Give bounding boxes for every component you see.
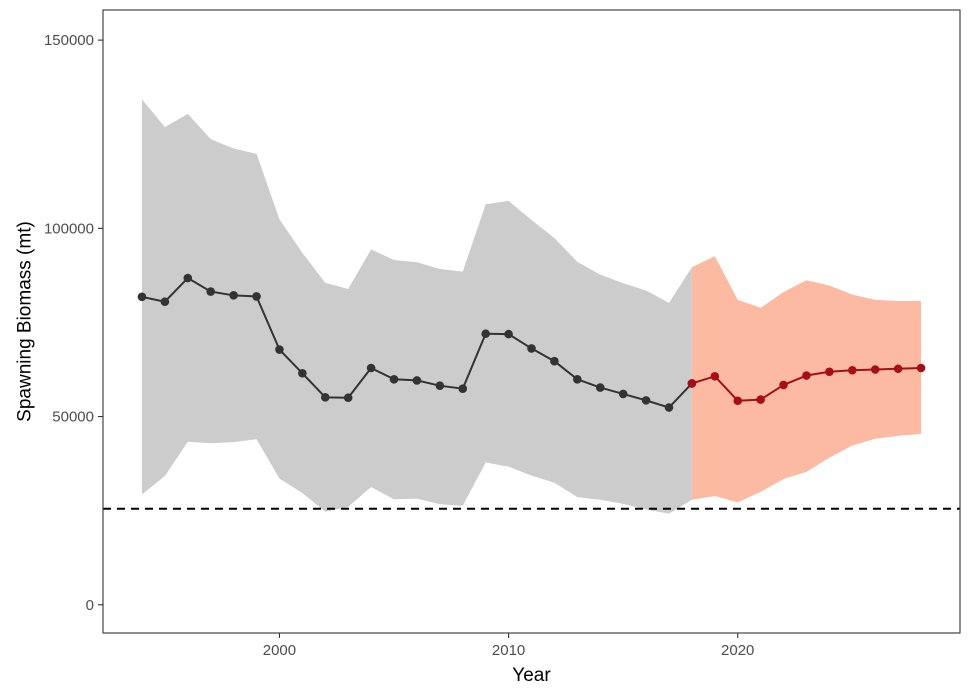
projection-point — [710, 371, 720, 381]
projection-point — [848, 365, 857, 375]
y-axis: 0 50000 100000 150000 — [44, 32, 103, 614]
historical-point — [618, 389, 628, 399]
historical-point — [366, 363, 376, 373]
projection-point — [893, 364, 903, 374]
historical-point — [481, 329, 490, 339]
historical-point — [137, 292, 147, 302]
historical-point — [320, 393, 330, 402]
confidence-bands — [141, 99, 922, 514]
historical-point — [504, 329, 513, 339]
projection-point — [733, 396, 743, 406]
projection-point — [802, 371, 811, 380]
projection-point — [756, 395, 765, 404]
y-tick-label: 150000 — [44, 32, 94, 49]
y-tick-label: 0 — [86, 597, 94, 614]
projection-point — [779, 380, 788, 390]
plot-panel-border — [102, 9, 961, 634]
historical-point — [595, 383, 605, 392]
historical-point — [183, 273, 193, 283]
historical-point — [229, 291, 238, 300]
x-axis-title: Year — [512, 665, 551, 686]
x-tick-label: 2020 — [721, 642, 754, 659]
historical-point — [160, 297, 170, 307]
y-tick-label: 100000 — [44, 220, 94, 237]
historical-confidence-band — [141, 99, 692, 514]
historical-point — [206, 287, 215, 296]
x-axis: 2000 2010 2020 — [263, 633, 754, 659]
historical-point — [389, 374, 399, 384]
projection-point — [687, 379, 697, 388]
historical-point — [275, 345, 284, 354]
historical-point — [298, 368, 307, 378]
historical-point — [252, 292, 261, 301]
historical-point — [550, 356, 559, 366]
historical-point — [458, 384, 468, 393]
projection-point — [825, 367, 834, 377]
projection-point — [870, 365, 880, 374]
historical-point — [641, 396, 651, 405]
projection-point — [916, 363, 926, 373]
historical-point — [664, 403, 674, 412]
historical-point — [435, 381, 445, 390]
y-axis-title: Spawning Biomass (mt) — [15, 221, 36, 422]
y-tick-label: 50000 — [52, 409, 94, 426]
series-points — [137, 273, 926, 412]
x-tick-label: 2010 — [492, 642, 525, 659]
historical-point — [412, 376, 422, 385]
historical-point — [573, 374, 582, 384]
x-tick-label: 2000 — [263, 642, 296, 659]
historical-point — [343, 393, 353, 403]
historical-point — [527, 344, 536, 353]
